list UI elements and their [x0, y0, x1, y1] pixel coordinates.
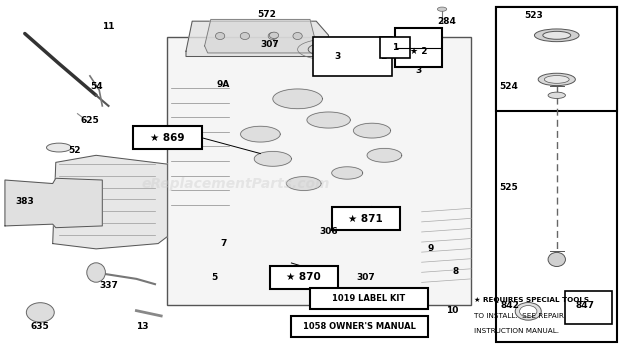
Text: INSTRUCTION MANUAL.: INSTRUCTION MANUAL.: [474, 328, 559, 334]
Text: ★ 871: ★ 871: [348, 214, 383, 224]
Text: 3: 3: [335, 52, 341, 61]
Bar: [270, 265, 338, 289]
Text: 842: 842: [500, 301, 519, 310]
Ellipse shape: [241, 32, 249, 40]
Text: 306: 306: [319, 227, 338, 236]
Text: ★ 870: ★ 870: [286, 272, 321, 282]
Bar: [380, 37, 410, 58]
Ellipse shape: [46, 143, 71, 152]
Text: eReplacementParts.com: eReplacementParts.com: [141, 176, 330, 191]
Ellipse shape: [438, 7, 446, 11]
Text: 625: 625: [81, 115, 99, 125]
Text: 9: 9: [428, 244, 434, 253]
Text: 1: 1: [380, 52, 386, 61]
Ellipse shape: [534, 29, 579, 42]
Text: TO INSTALL.  SEE REPAIR: TO INSTALL. SEE REPAIR: [474, 313, 564, 319]
Text: ★ 869: ★ 869: [150, 133, 185, 143]
Polygon shape: [273, 89, 322, 109]
Polygon shape: [53, 155, 167, 249]
Bar: [313, 37, 392, 76]
Text: ★ REQUIRES SPECIAL TOOLS: ★ REQUIRES SPECIAL TOOLS: [474, 297, 590, 303]
Text: 525: 525: [499, 183, 518, 192]
Text: 9A: 9A: [216, 80, 230, 89]
Bar: [291, 316, 428, 337]
Polygon shape: [353, 123, 391, 138]
Ellipse shape: [538, 73, 575, 86]
Bar: [167, 37, 471, 305]
Ellipse shape: [87, 263, 105, 282]
Bar: [395, 28, 442, 67]
Ellipse shape: [520, 305, 537, 317]
Text: 337: 337: [99, 281, 118, 291]
Bar: [496, 7, 617, 342]
Text: 847: 847: [575, 301, 594, 310]
Ellipse shape: [548, 252, 565, 267]
Text: 635: 635: [31, 322, 50, 331]
Polygon shape: [308, 42, 355, 57]
Ellipse shape: [293, 32, 302, 40]
Polygon shape: [254, 151, 291, 166]
Bar: [133, 126, 202, 149]
Text: 7: 7: [220, 239, 226, 248]
Polygon shape: [307, 112, 350, 128]
Text: ★ 2: ★ 2: [410, 47, 427, 56]
Text: 13: 13: [136, 322, 149, 331]
Text: 284: 284: [437, 17, 456, 26]
Polygon shape: [286, 176, 321, 191]
Text: 1058 OWNER'S MANUAL: 1058 OWNER'S MANUAL: [303, 322, 416, 331]
Polygon shape: [241, 126, 280, 142]
Text: 11: 11: [102, 22, 115, 31]
Ellipse shape: [216, 32, 224, 40]
Text: 10: 10: [446, 306, 459, 315]
Ellipse shape: [27, 303, 55, 322]
Polygon shape: [186, 21, 329, 56]
Polygon shape: [332, 167, 363, 179]
Ellipse shape: [270, 32, 279, 38]
Ellipse shape: [548, 92, 565, 98]
Polygon shape: [367, 148, 402, 162]
Text: 1019 LABEL KIT: 1019 LABEL KIT: [332, 294, 405, 303]
Text: 8: 8: [453, 267, 459, 276]
Text: 5: 5: [211, 273, 217, 282]
Ellipse shape: [268, 32, 278, 40]
Text: 54: 54: [90, 82, 102, 91]
Text: 307: 307: [356, 273, 375, 282]
Ellipse shape: [543, 31, 571, 39]
Polygon shape: [5, 178, 102, 228]
Bar: [310, 288, 428, 309]
Text: 1: 1: [392, 43, 398, 52]
Text: 383: 383: [16, 197, 34, 206]
Bar: [496, 7, 617, 111]
Text: 307: 307: [260, 40, 279, 49]
Text: 3: 3: [415, 66, 422, 75]
Text: 52: 52: [68, 145, 81, 155]
Bar: [565, 291, 612, 324]
Bar: [332, 207, 400, 230]
Text: 523: 523: [524, 11, 542, 20]
Ellipse shape: [544, 76, 569, 83]
Text: 572: 572: [257, 10, 276, 19]
Polygon shape: [205, 19, 316, 53]
Text: 524: 524: [499, 82, 518, 91]
Ellipse shape: [515, 303, 541, 320]
